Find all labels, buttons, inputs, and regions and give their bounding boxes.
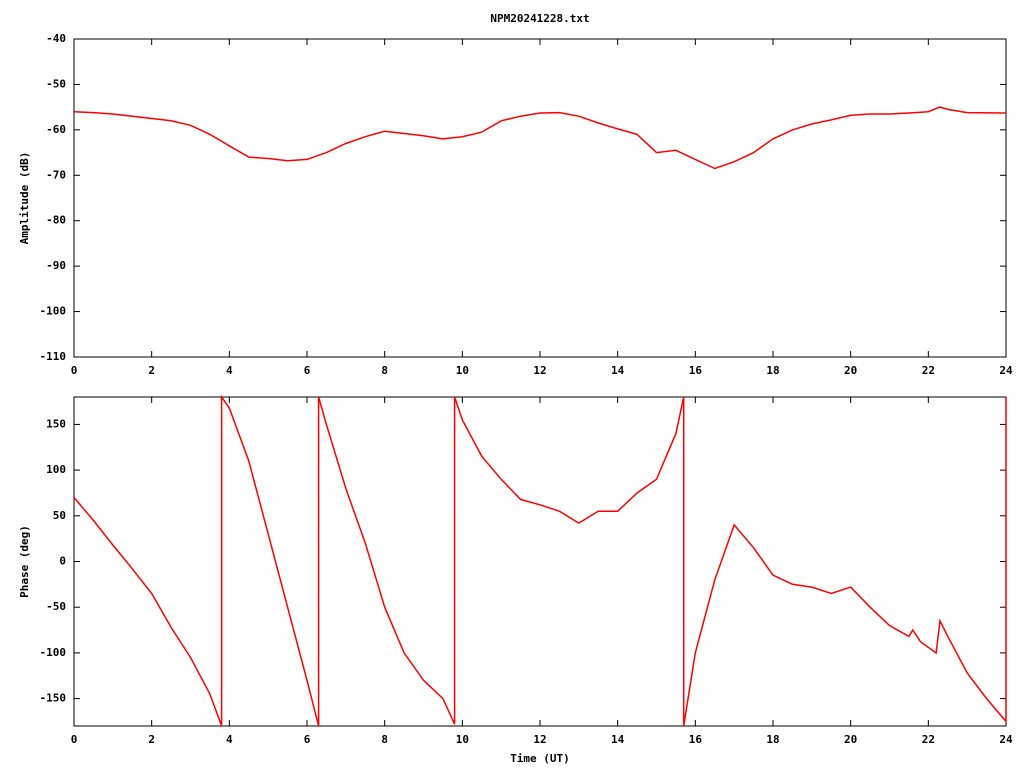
x-tick-label: 10 <box>456 733 469 746</box>
data-line <box>73 394 1007 727</box>
x-tick-label: 2 <box>148 364 155 377</box>
x-tick-label: 10 <box>456 364 469 377</box>
x-tick-label: 20 <box>844 364 857 377</box>
chart-title: NPM20241228.txt <box>490 12 589 25</box>
x-tick-label: 24 <box>999 364 1013 377</box>
y-tick-label: -40 <box>46 32 66 45</box>
y-tick-label: -150 <box>40 692 67 705</box>
x-tick-label: 16 <box>689 364 703 377</box>
x-tick-label: 22 <box>922 733 935 746</box>
x-tick-label: 18 <box>766 733 779 746</box>
x-tick-label: 14 <box>611 733 625 746</box>
plot-frame <box>73 38 1007 358</box>
y-tick-label: 100 <box>46 463 66 476</box>
y-axis-label: Phase (deg) <box>18 525 31 598</box>
x-tick-label: 12 <box>533 733 546 746</box>
x-tick-label: 12 <box>533 364 546 377</box>
x-tick-label: 0 <box>71 733 78 746</box>
x-tick-label: 18 <box>766 364 779 377</box>
plot-frame <box>73 396 1007 727</box>
x-tick-label: 16 <box>689 733 703 746</box>
data-line <box>73 106 1007 170</box>
x-tick-label: 22 <box>922 364 935 377</box>
x-tick-label: 24 <box>999 733 1013 746</box>
x-axis-label: Time (UT) <box>510 752 570 765</box>
y-tick-label: -100 <box>40 646 67 659</box>
x-tick-label: 2 <box>148 733 155 746</box>
y-tick-label: -110 <box>40 350 67 363</box>
x-tick-label: 20 <box>844 733 857 746</box>
x-tick-label: 6 <box>304 364 311 377</box>
y-tick-label: 150 <box>46 417 66 430</box>
x-tick-label: 14 <box>611 364 625 377</box>
x-tick-label: 8 <box>381 733 388 746</box>
y-tick-label: -80 <box>46 214 66 227</box>
y-tick-label: -100 <box>40 305 67 318</box>
x-tick-label: 6 <box>304 733 311 746</box>
y-tick-label: -60 <box>46 123 66 136</box>
y-tick-label: -70 <box>46 168 66 181</box>
x-tick-label: 8 <box>381 364 388 377</box>
y-tick-label: -50 <box>46 600 66 613</box>
y-tick-label: 50 <box>53 509 66 522</box>
y-tick-label: -90 <box>46 259 66 272</box>
y-tick-label: 0 <box>59 555 66 568</box>
x-tick-label: 4 <box>226 733 233 746</box>
x-tick-label: 4 <box>226 364 233 377</box>
y-tick-label: -50 <box>46 77 66 90</box>
y-axis-label: Amplitude (dB) <box>18 152 31 245</box>
x-tick-label: 0 <box>71 364 78 377</box>
